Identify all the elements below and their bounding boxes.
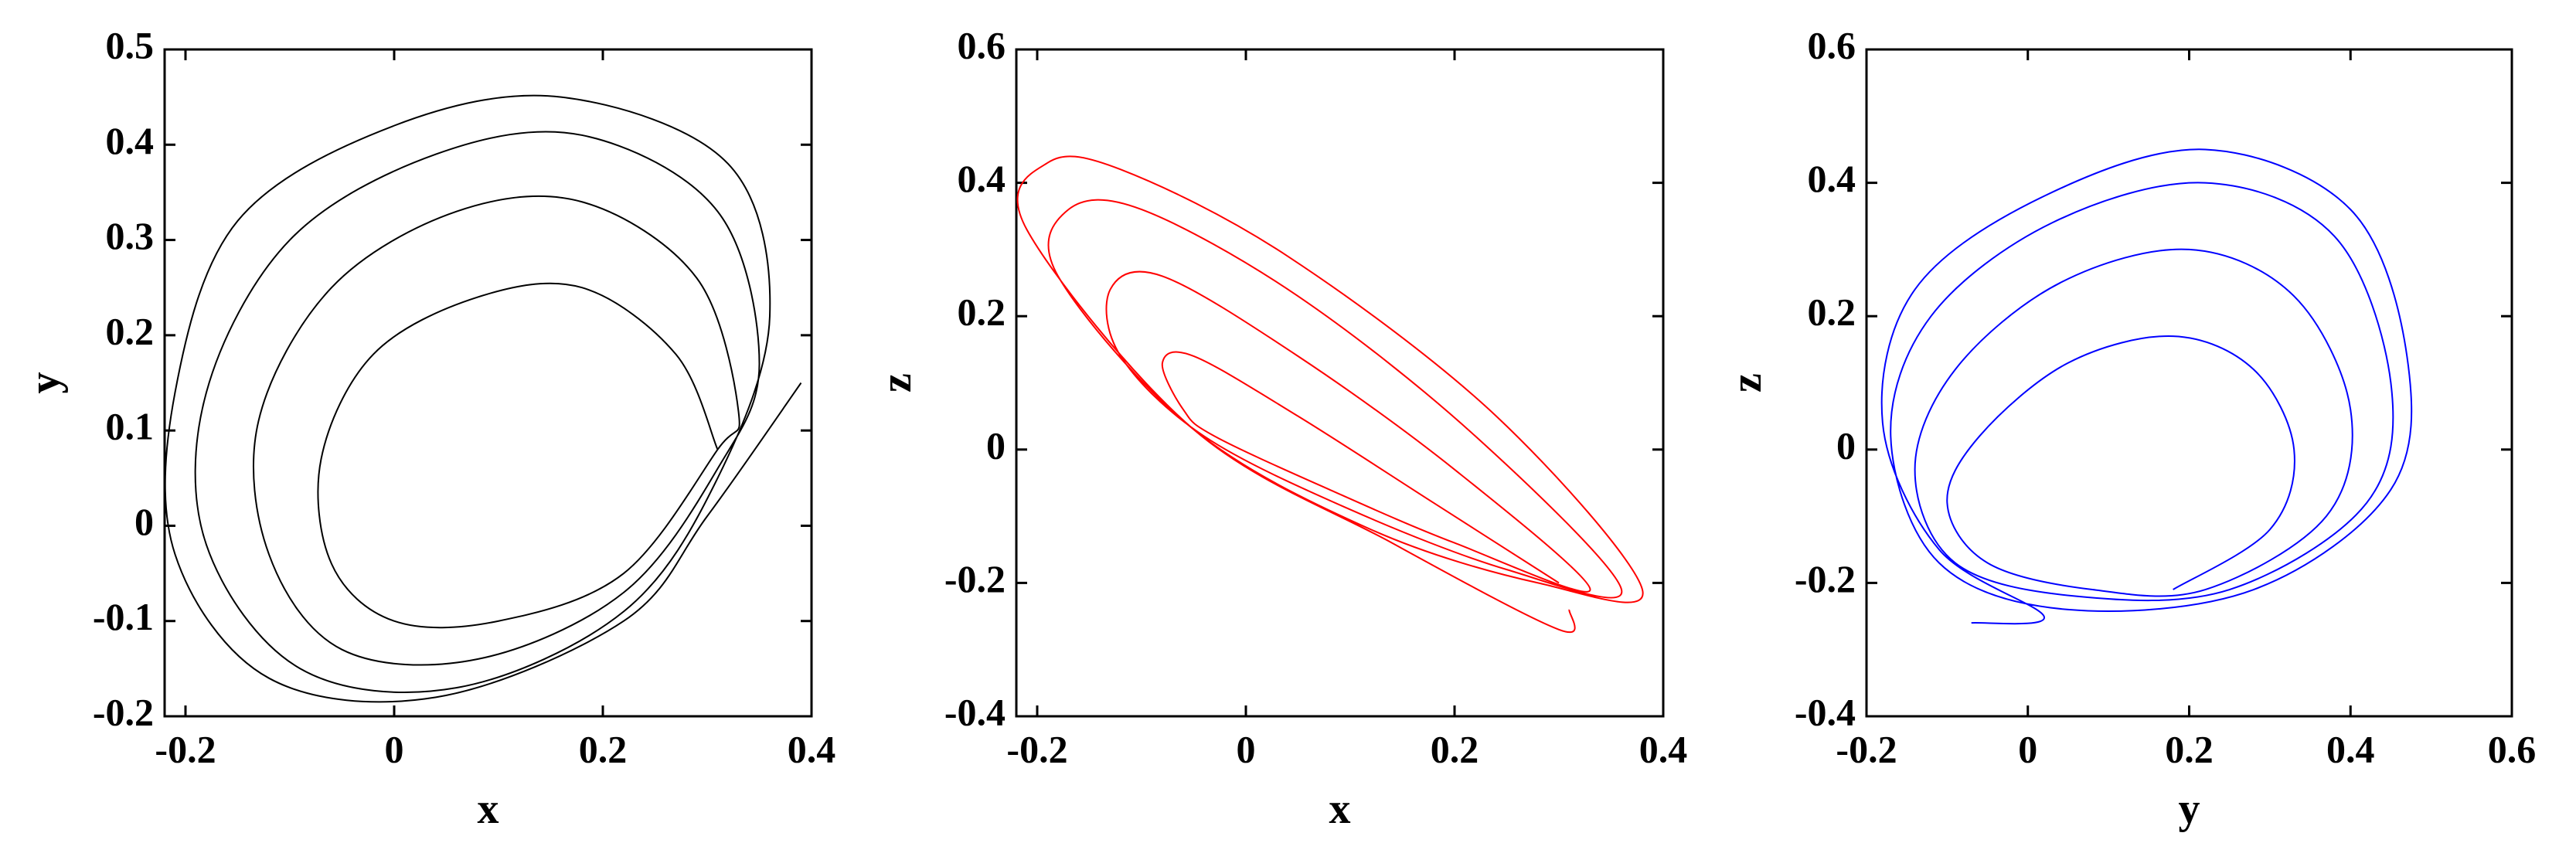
y-tick-label: -0.1 xyxy=(93,595,154,638)
trajectory xyxy=(1880,148,2413,625)
x-axis-label: x xyxy=(1329,785,1351,833)
y-axis-label: z xyxy=(1723,373,1771,393)
x-tick-label: 0.4 xyxy=(1639,727,1688,770)
x-tick-label: 0.2 xyxy=(579,727,628,770)
plot-frame xyxy=(1015,48,1665,718)
y-tick-label: -0.4 xyxy=(944,690,1006,733)
x-tick-label: -0.2 xyxy=(1006,727,1067,770)
x-tick-label: 0 xyxy=(1237,727,1256,770)
x-tick-label: 0.4 xyxy=(2326,727,2375,770)
x-axis-label: y xyxy=(2179,785,2200,833)
y-axis-label: y xyxy=(21,372,69,394)
y-tick-label: 0.1 xyxy=(106,405,155,448)
y-tick-label: 0.4 xyxy=(1808,157,1856,200)
y-tick-label: 0.5 xyxy=(106,23,155,66)
x-tick-label: 0.2 xyxy=(2165,727,2214,770)
x-tick-label: 0.6 xyxy=(2488,727,2537,770)
x-tick-label: 0.4 xyxy=(788,727,836,770)
y-tick-label: 0 xyxy=(1836,423,1856,467)
y-tick-label: 0.4 xyxy=(958,157,1006,200)
trajectory xyxy=(1016,155,1644,634)
y-tick-label: 0 xyxy=(134,500,154,543)
x-tick-label: 0 xyxy=(385,727,404,770)
y-axis-label: z xyxy=(873,373,920,393)
x-tick-label: 0 xyxy=(2018,727,2037,770)
y-tick-label: 0.4 xyxy=(106,119,155,162)
y-tick-label: -0.4 xyxy=(1795,690,1856,733)
trajectory xyxy=(164,94,802,703)
plot-frame xyxy=(163,48,813,718)
y-tick-label: 0.2 xyxy=(1808,291,1856,334)
y-tick-label: -0.2 xyxy=(93,690,154,733)
x-axis-label: x xyxy=(478,785,499,833)
y-tick-label: 0.6 xyxy=(1808,23,1856,66)
y-tick-label: -0.2 xyxy=(944,557,1006,600)
y-tick-label: 0.6 xyxy=(958,23,1006,66)
x-tick-label: 0.2 xyxy=(1431,727,1479,770)
y-tick-label: 0.3 xyxy=(106,214,155,257)
x-tick-label: -0.2 xyxy=(155,727,216,770)
x-tick-label: -0.2 xyxy=(1836,727,1897,770)
y-tick-label: 0 xyxy=(986,423,1006,467)
y-tick-label: -0.2 xyxy=(1795,557,1856,600)
y-tick-label: 0.2 xyxy=(106,309,155,352)
y-tick-label: 0.2 xyxy=(958,291,1006,334)
